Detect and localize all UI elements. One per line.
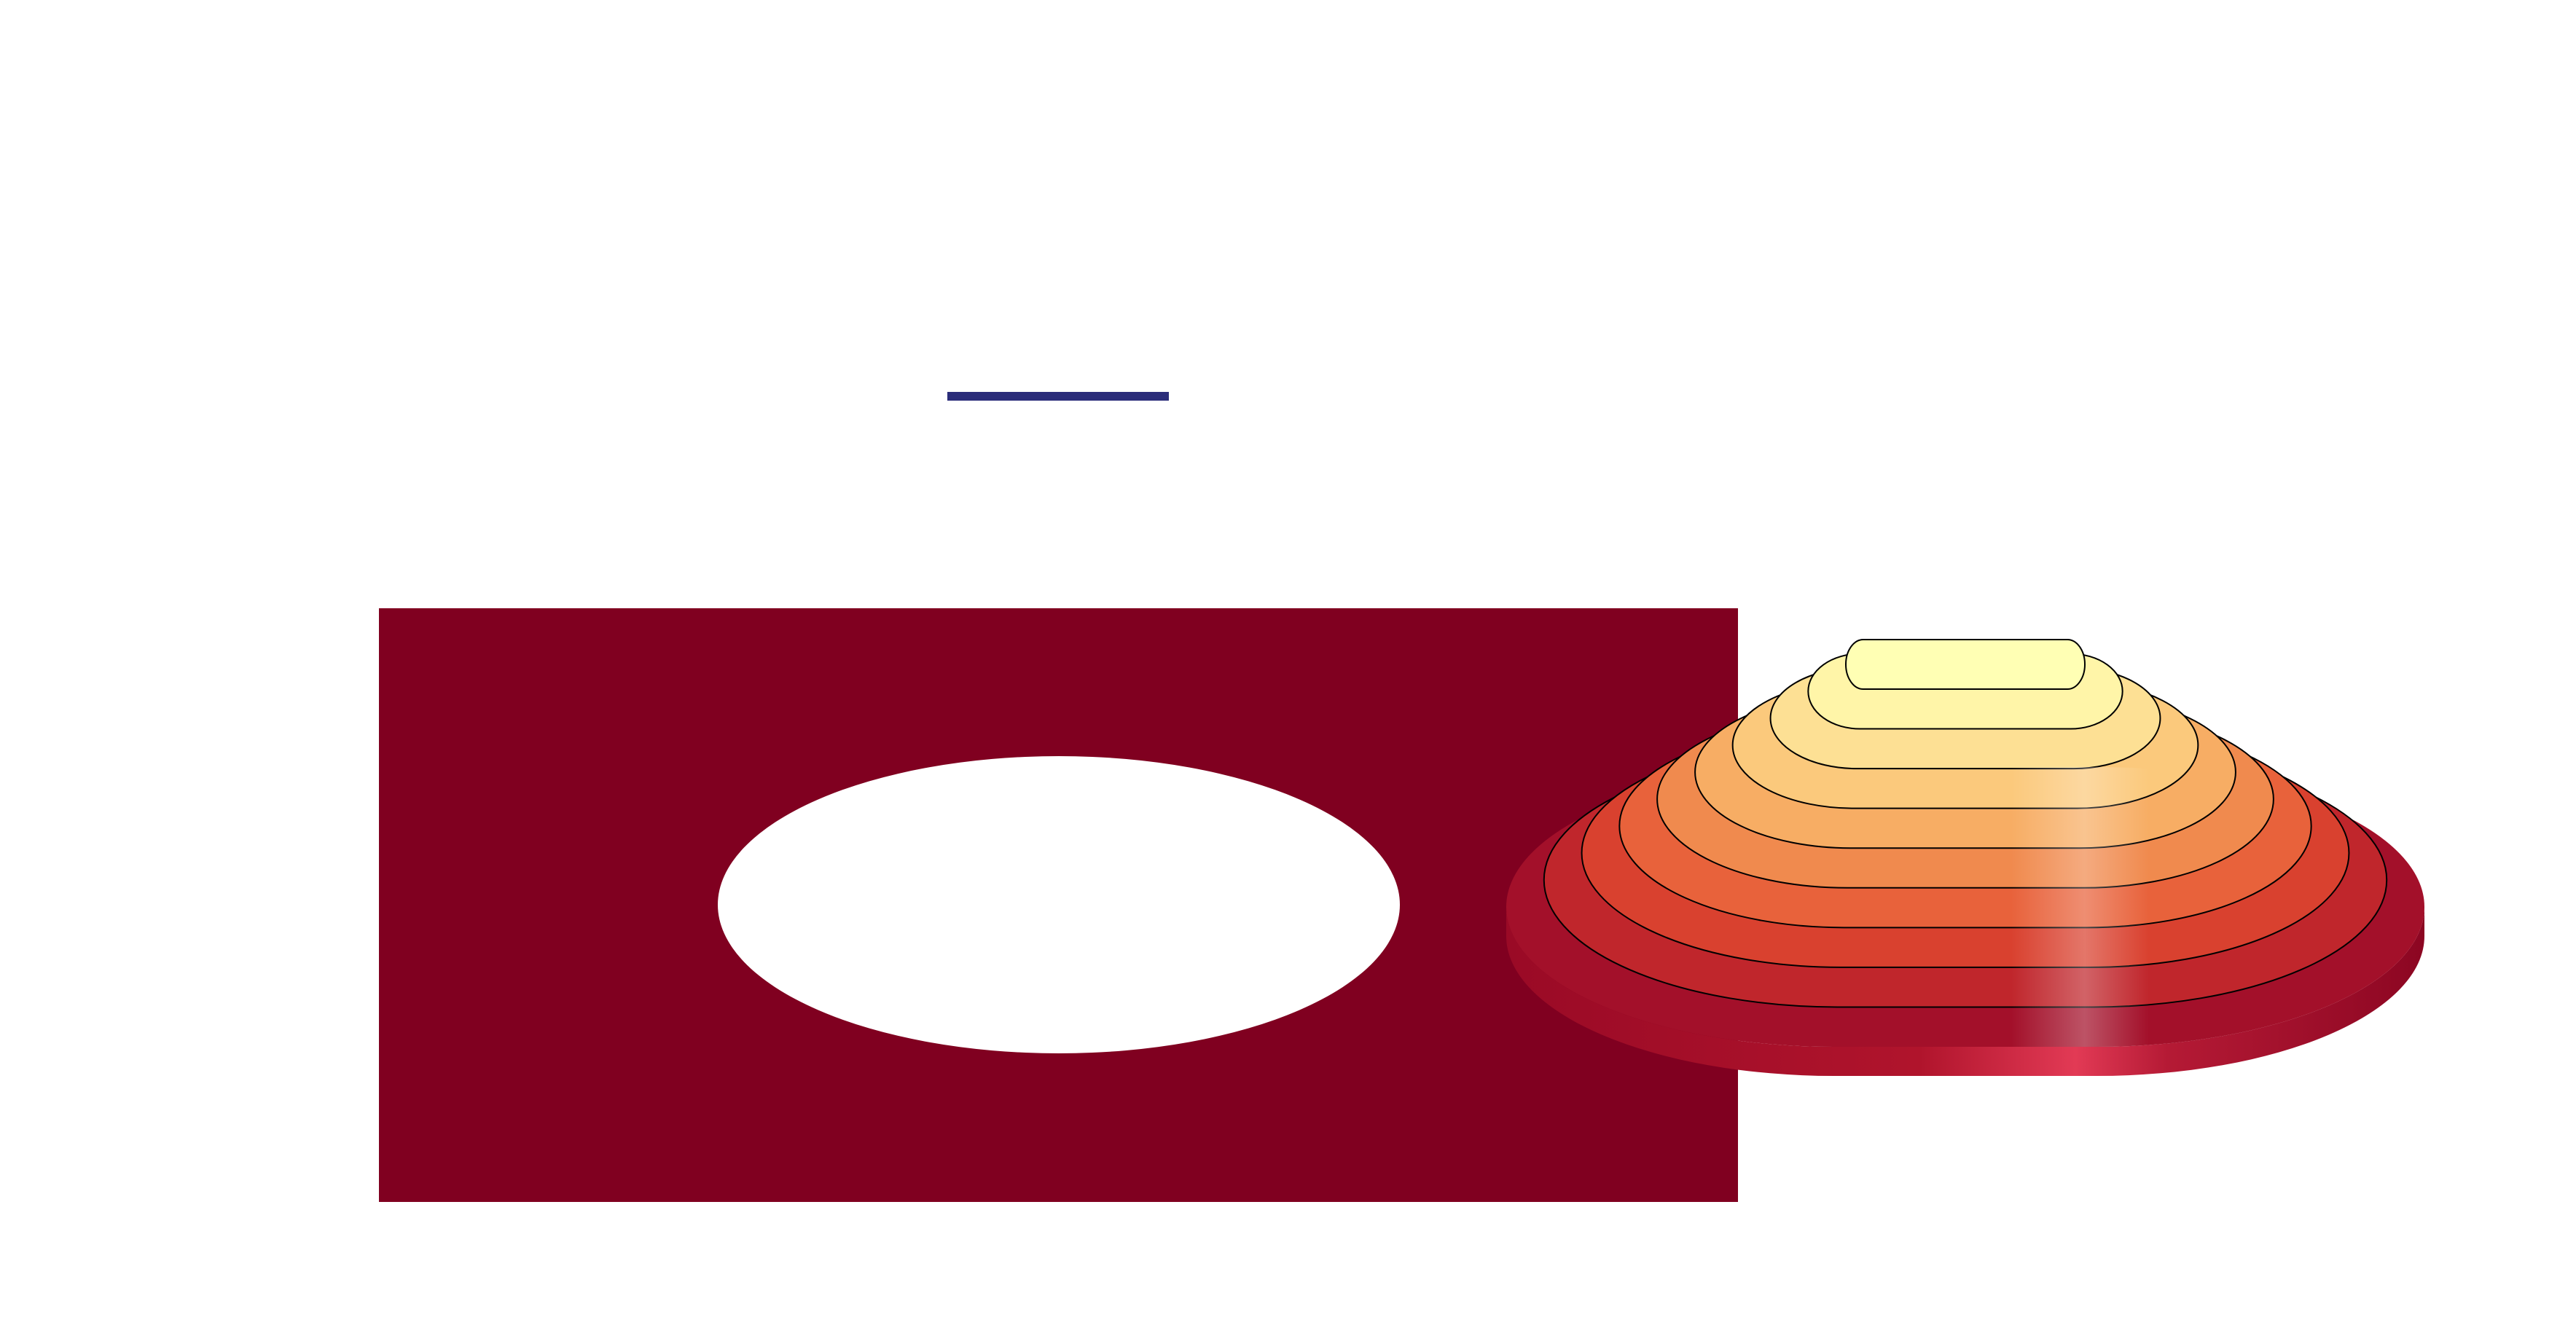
contour-band-9 bbox=[1845, 639, 2086, 690]
plate-with-hole bbox=[379, 608, 1738, 1202]
cone-sheen bbox=[1506, 767, 2424, 1047]
conical-surface bbox=[1506, 639, 2424, 1076]
